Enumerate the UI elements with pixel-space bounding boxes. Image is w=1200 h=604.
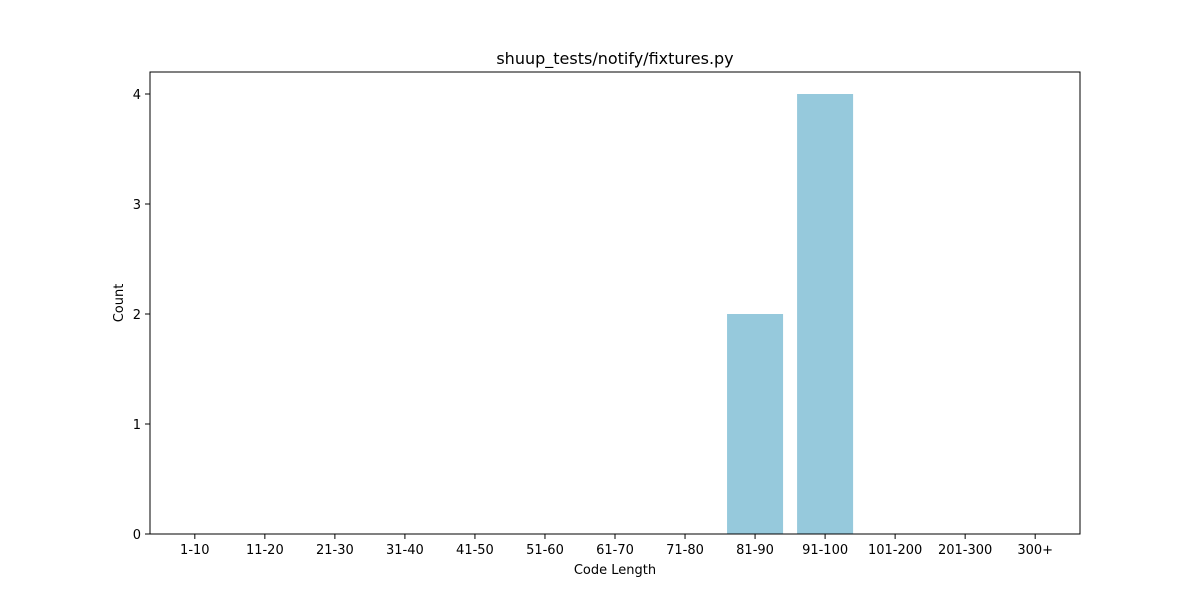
x-tick-label: 11-20 [246,543,284,558]
x-tick-label: 1-10 [180,543,210,558]
y-tick-label: 3 [133,198,141,213]
x-tick-label: 71-80 [666,543,704,558]
x-tick-label: 61-70 [596,543,634,558]
x-tick-label: 101-200 [868,543,922,558]
x-tick-label: 81-90 [736,543,774,558]
x-tick-label: 31-40 [386,543,424,558]
y-axis-ticks: 0 1 2 3 4 [133,88,150,543]
x-tick-label: 201-300 [938,543,992,558]
chart-title: shuup_tests/notify/fixtures.py [496,49,733,69]
y-tick-label: 1 [133,418,141,433]
y-tick-label: 4 [133,88,141,103]
x-tick-label: 91-100 [802,543,848,558]
bar-81-90 [727,314,784,534]
plot-frame [149,71,1081,535]
bars-group [727,94,854,534]
y-tick-label: 0 [133,528,141,543]
x-tick-label: 51-60 [526,543,564,558]
x-axis-ticks: 1-10 11-20 21-30 31-40 41-50 51-60 61-70 71-80 8… [180,534,1053,558]
x-tick-label: 21-30 [316,543,354,558]
y-axis-label: Count [112,284,127,323]
x-axis-label: Code Length [574,563,656,578]
bar-91-100 [797,94,854,534]
x-tick-label: 41-50 [456,543,494,558]
y-tick-label: 2 [133,308,141,323]
x-tick-label: 300+ [1017,543,1053,558]
